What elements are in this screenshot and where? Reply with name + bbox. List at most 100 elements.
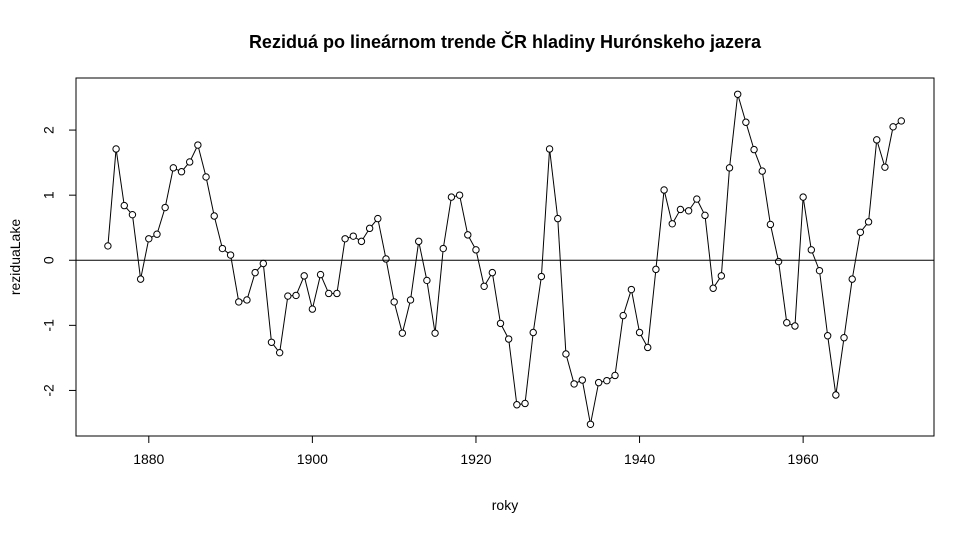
data-point: [709, 284, 717, 292]
data-point: [521, 399, 529, 408]
series-segment: [895, 122, 899, 126]
data-point: [398, 329, 407, 337]
x-tick-label: 1940: [624, 451, 655, 467]
series-segment: [165, 171, 174, 205]
y-tick-label: -1: [41, 319, 57, 332]
data-point: [496, 319, 505, 328]
data-point: [578, 376, 586, 384]
y-tick-label: -2: [41, 384, 57, 397]
series-segment: [590, 385, 599, 422]
series-segment: [183, 164, 188, 170]
series-segment: [132, 218, 141, 276]
data-point: [513, 401, 521, 409]
y-tick-label: 1: [41, 191, 57, 199]
data-point: [235, 298, 243, 306]
series-segment: [714, 278, 720, 286]
data-point: [635, 328, 644, 337]
series-segment: [623, 292, 631, 313]
data-point: [447, 193, 456, 201]
data-point: [537, 272, 546, 281]
series-segment: [541, 152, 550, 274]
series-segment: [812, 252, 819, 268]
data-point: [136, 275, 145, 283]
series-segment: [176, 168, 179, 171]
data-point: [406, 296, 415, 304]
data-point: [823, 332, 832, 340]
series-segment: [157, 210, 165, 232]
series-segment: [754, 152, 762, 169]
series-segment: [394, 305, 402, 330]
data-point: [169, 164, 178, 172]
series-segment: [312, 277, 321, 306]
data-point: [545, 145, 554, 153]
series-segment: [377, 221, 386, 256]
data-point: [701, 211, 709, 220]
data-point: [423, 276, 431, 285]
series-segment: [140, 242, 149, 276]
series-segment: [738, 97, 746, 120]
series-segment: [704, 218, 714, 285]
chart-title: Reziduá po lineárnom trende ČR hladiny H…: [249, 31, 762, 52]
series-segment: [410, 244, 419, 297]
data-point: [464, 231, 472, 239]
y-axis: -2 -1 0 1 2: [41, 126, 77, 397]
data-point: [455, 191, 464, 199]
data-point: [153, 230, 161, 238]
series-segment: [279, 299, 288, 350]
data-point: [644, 343, 652, 352]
points-layer: [104, 90, 905, 428]
y-tick-label: 2: [41, 126, 57, 134]
series-segment: [224, 250, 229, 254]
data-point: [873, 136, 881, 144]
data-point: [504, 335, 513, 343]
data-point: [226, 251, 235, 259]
series-segment: [263, 266, 272, 339]
series-segment: [789, 323, 792, 326]
data-point: [128, 210, 137, 219]
series-segment: [459, 198, 468, 232]
data-point: [668, 220, 676, 228]
data-point: [341, 235, 349, 243]
series-segment: [426, 283, 436, 330]
data-point: [292, 291, 300, 300]
series-segment: [549, 152, 558, 216]
data-point: [382, 255, 390, 263]
data-point: [864, 218, 873, 226]
series-segment: [647, 272, 657, 345]
series-segment: [492, 275, 501, 321]
data-point: [439, 244, 447, 253]
series-segment: [770, 227, 779, 259]
series-segment: [729, 97, 738, 165]
plot-frame: [75, 77, 935, 437]
data-point: [243, 296, 251, 304]
series-segment: [877, 142, 885, 165]
data-point: [194, 141, 202, 149]
x-tick-label: 1900: [297, 451, 328, 467]
x-axis: 1880 1900 1920 1940 1960: [133, 435, 819, 467]
series-segment: [631, 292, 640, 330]
series-segment: [355, 237, 359, 240]
data-point: [562, 350, 570, 358]
series-segment: [402, 303, 411, 330]
data-point: [554, 214, 562, 223]
series-segment: [257, 265, 262, 271]
series-segment: [794, 200, 804, 323]
data-point: [603, 376, 611, 385]
series-segment: [614, 318, 624, 373]
series-segment: [852, 235, 861, 276]
series-segment: [107, 152, 117, 243]
data-point: [660, 186, 668, 194]
data-point: [145, 235, 153, 243]
data-point: [275, 348, 284, 357]
data-point: [374, 214, 382, 223]
series-segment: [151, 235, 155, 238]
series-segment: [690, 201, 696, 209]
series-segment: [819, 273, 828, 333]
series-segment: [362, 230, 369, 239]
series-segment: [862, 224, 867, 230]
data-point: [431, 329, 439, 337]
data-point: [684, 207, 693, 215]
series-segment: [434, 251, 444, 330]
x-tick-label: 1920: [460, 451, 491, 467]
data-point: [210, 212, 218, 220]
